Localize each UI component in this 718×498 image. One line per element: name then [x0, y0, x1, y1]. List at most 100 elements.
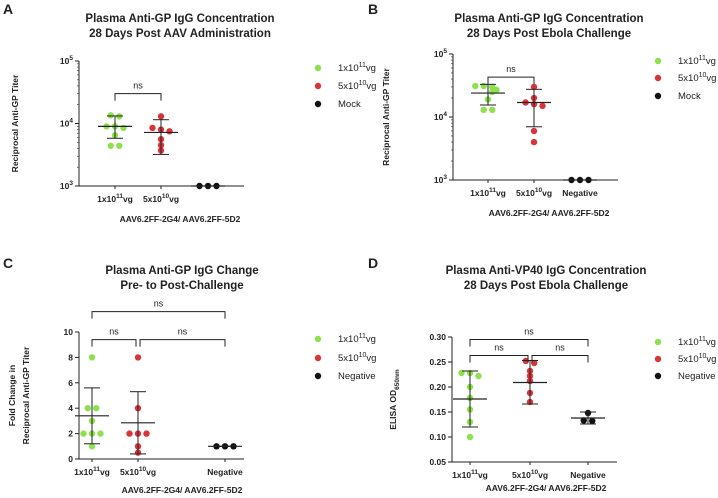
significance-bracket — [469, 355, 529, 363]
data-point — [157, 113, 165, 120]
y-tick-label: 0.25 — [429, 357, 446, 367]
chart-title: Plasma Anti-VP40 IgG Concentration — [446, 265, 647, 277]
y-tick-label: 103 — [434, 174, 447, 185]
data-point — [489, 88, 496, 96]
y-tick-label: 0.15 — [429, 407, 446, 417]
chart-title: Plasma Anti-GP IgG Change — [105, 265, 258, 277]
x-tick-label: 1x1011vg — [452, 469, 488, 480]
significance-bracket — [91, 339, 137, 347]
y-tick-label: 6 — [68, 378, 73, 388]
y-tick-label: 0.10 — [429, 432, 446, 442]
data-point — [97, 430, 104, 437]
legend-marker — [654, 338, 662, 346]
data-point — [93, 405, 100, 412]
panel-d: D Plasma Anti-VP40 IgG Concentration 28 Da… — [368, 255, 716, 493]
data-point — [88, 443, 96, 450]
data-point — [589, 417, 596, 425]
legend-marker — [314, 82, 322, 90]
data-point — [466, 433, 474, 441]
legend-label: 5x1010vg — [338, 80, 376, 92]
data-point — [475, 372, 482, 380]
y-tick-label: 8 — [68, 352, 73, 362]
data-point — [530, 127, 538, 135]
x-tick-label: 1x1011vg — [97, 193, 133, 204]
panel-label: C — [3, 255, 13, 271]
legend-label: 1x1011vg — [338, 333, 376, 345]
chart-subtitle: 28 Days Post Ebola Challenge — [467, 28, 631, 40]
significance-bracket — [91, 311, 226, 319]
data-point — [80, 430, 87, 437]
x-axis-label: AAV6.2FF-2G4/ AAV6.2FF-5D2 — [122, 485, 243, 495]
y-tick-label: 105 — [434, 48, 447, 59]
data-point — [530, 83, 538, 91]
data-point — [480, 82, 487, 90]
legend-label: 1x1011vg — [678, 55, 716, 67]
data-point — [530, 138, 538, 146]
panel-c: C Plasma Anti-GP IgG Change Pre- to Post-C… — [3, 255, 376, 495]
data-point — [149, 124, 156, 132]
legend-marker — [314, 372, 322, 380]
data-point — [84, 405, 91, 412]
x-tick-label: 1x1011vg — [74, 466, 110, 477]
x-tick-label: Negative — [562, 188, 598, 198]
legend-label: Negative — [338, 371, 376, 382]
y-axis-label: Fold Change in — [7, 365, 17, 426]
y-axis-label: Reciprocal Anti-GP Titer — [381, 68, 391, 166]
panel-label: B — [368, 1, 378, 17]
significance-label: ns — [555, 343, 565, 353]
data-point — [134, 354, 142, 361]
y-tick-label: 103 — [60, 180, 73, 191]
y-tick-label: 0.30 — [429, 332, 446, 342]
y-tick-label: 104 — [434, 111, 447, 122]
legend-label: Mock — [338, 99, 361, 110]
y-axis-label-2: Reciprocal Anti-GP Titer — [21, 346, 31, 444]
legend-marker — [654, 74, 662, 82]
legend-marker — [654, 355, 662, 363]
legend-label: Mock — [678, 91, 701, 102]
x-tick-label: Negative — [570, 470, 606, 480]
legend-marker — [314, 64, 322, 72]
chart-subtitle: 28 Days Post Ebola Challenge — [464, 280, 628, 292]
significance-bracket — [469, 339, 589, 347]
y-tick-label: 4 — [68, 403, 73, 413]
data-point — [143, 430, 150, 437]
legend-marker — [654, 92, 662, 100]
significance-label: ns — [109, 327, 119, 337]
data-point — [126, 430, 133, 437]
y-axis-label: ELISA OD650nm — [388, 369, 401, 430]
x-tick-label: 5x1010vg — [143, 193, 179, 204]
data-point — [489, 106, 496, 114]
y-tick-label: 0 — [68, 454, 73, 464]
y-tick-label: 104 — [60, 118, 73, 129]
y-tick-label: 0.05 — [429, 457, 446, 467]
significance-label: ns — [494, 343, 504, 353]
significance-label: ns — [506, 64, 516, 74]
x-tick-label: Negative — [207, 467, 243, 477]
data-point — [472, 82, 479, 90]
y-tick-label: 2 — [68, 429, 73, 439]
panel-a: A Plasma Anti-GP IgG Concentration 28 Days… — [3, 1, 376, 224]
legend-label: 1x1011vg — [338, 62, 376, 74]
significance-bracket — [487, 76, 535, 85]
data-point — [116, 142, 123, 149]
significance-bracket — [139, 339, 226, 347]
data-point — [166, 128, 173, 135]
significance-bracket — [114, 93, 162, 101]
data-point — [107, 112, 114, 119]
legend-label: 5x1010vg — [678, 72, 716, 84]
significance-bracket — [531, 355, 589, 363]
x-tick-label: 5x1010vg — [512, 469, 548, 480]
panel-label: D — [368, 255, 378, 271]
y-tick-label: 105 — [60, 55, 73, 66]
x-tick-label: 1x1011vg — [470, 187, 506, 198]
y-tick-label: 0.20 — [429, 382, 446, 392]
data-point — [480, 106, 487, 114]
data-point — [107, 142, 114, 149]
x-tick-label: 5x1010vg — [120, 466, 156, 477]
significance-label: ns — [154, 299, 164, 309]
legend-marker — [654, 372, 662, 380]
x-axis-label: AAV6.2FF-2G4/ AAV6.2FF-5D2 — [486, 483, 607, 493]
y-axis-label: Reciprocal Anti-GP Titer — [10, 74, 20, 172]
y-tick-label: 10 — [64, 327, 74, 337]
